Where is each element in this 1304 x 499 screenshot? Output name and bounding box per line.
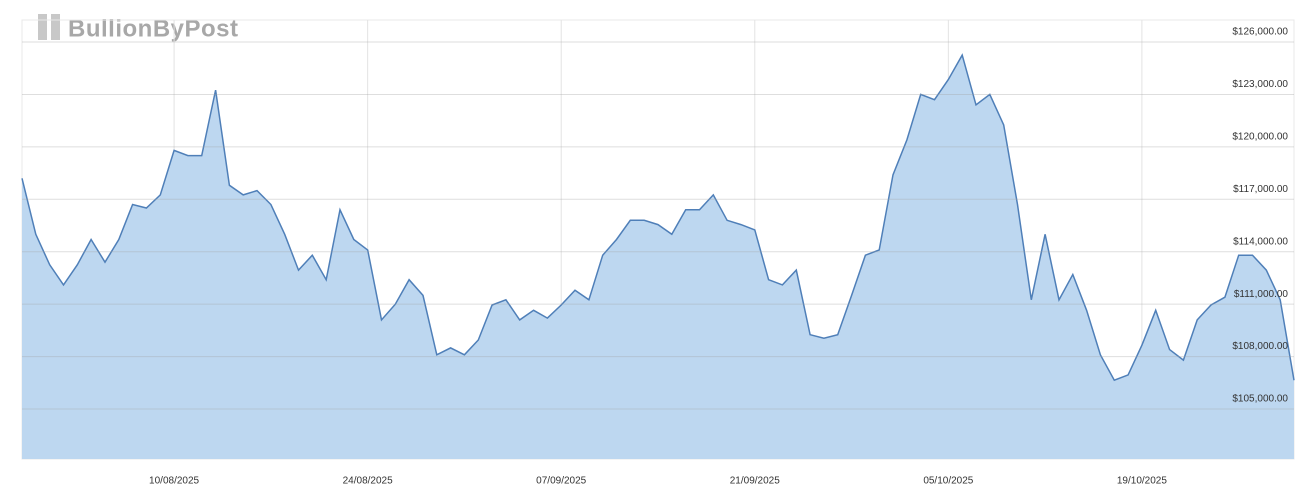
y-tick-label: $114,000.00	[1233, 236, 1288, 247]
y-tick-label: $123,000.00	[1232, 79, 1288, 90]
x-tick-label: 24/08/2025	[343, 476, 393, 487]
logo-bar	[38, 14, 47, 40]
y-tick-label: $126,000.00	[1232, 27, 1288, 38]
y-tick-label: $117,000.00	[1233, 184, 1288, 195]
y-tick-label: $111,000.00	[1234, 289, 1289, 300]
logo: BullionByPost	[68, 15, 239, 42]
x-tick-label: 21/09/2025	[730, 476, 780, 487]
x-tick-label: 05/10/2025	[923, 476, 973, 487]
y-tick-label: $105,000.00	[1232, 394, 1288, 405]
logo-bar	[51, 14, 60, 40]
y-tick-label: $120,000.00	[1232, 132, 1288, 143]
y-tick-label: $108,000.00	[1232, 341, 1288, 352]
line	[21, 53, 1295, 382]
x-tick-label: 07/09/2025	[536, 476, 586, 487]
x-tick-label: 19/10/2025	[1117, 476, 1167, 487]
area	[22, 55, 1294, 459]
x-tick-label: 10/08/2025	[149, 476, 199, 487]
